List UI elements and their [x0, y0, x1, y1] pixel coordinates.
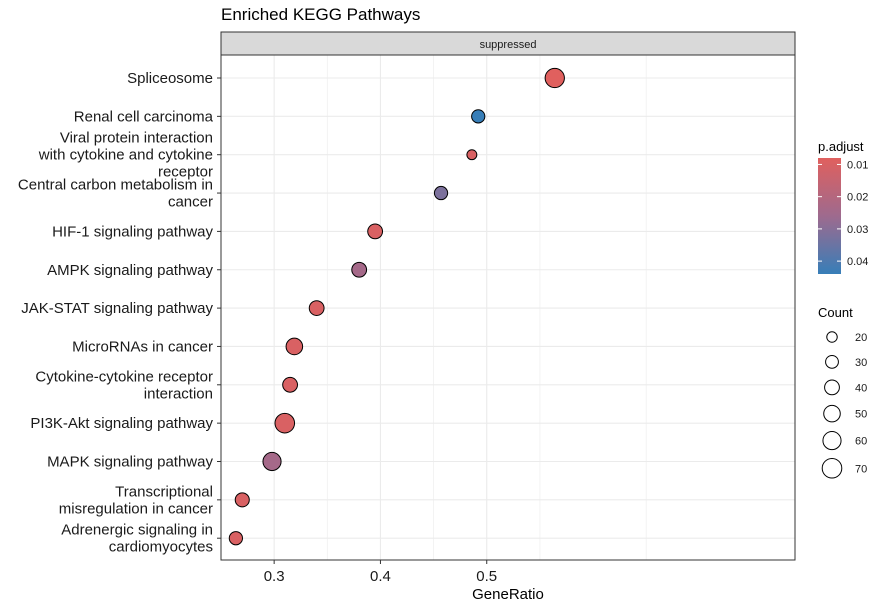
pathway-point — [274, 412, 296, 434]
pathway-point — [471, 109, 486, 124]
pathway-point — [282, 376, 298, 393]
y-tick-label: AMPK signaling pathway — [47, 262, 213, 279]
facet-strip-label: suppressed — [480, 39, 537, 51]
color-bar-label: 0.04 — [847, 256, 868, 268]
size-legend-circle — [826, 331, 838, 343]
pathway-point — [367, 223, 384, 240]
y-tick-label: PI3K-Akt signaling pathway — [30, 415, 213, 432]
y-tick-label: cancer — [168, 194, 213, 211]
pathway-point — [234, 492, 250, 508]
x-tick-label: 0.5 — [476, 568, 497, 585]
size-legend-label: 30 — [855, 357, 867, 369]
size-legend-label: 20 — [855, 332, 867, 344]
grid-lines — [221, 55, 795, 560]
size-legend-circle — [825, 354, 839, 369]
y-tick-label: MAPK signaling pathway — [47, 454, 213, 471]
x-tick-label: 0.4 — [370, 568, 391, 585]
color-bar-label: 0.03 — [847, 224, 868, 236]
color-legend-title: p.adjust — [818, 139, 864, 154]
color-bar-label: 0.01 — [847, 159, 868, 171]
size-legend-label: 50 — [855, 409, 867, 421]
y-tick-label: Renal cell carcinoma — [74, 108, 214, 125]
size-legend: Count 20 30 40 50 60 70 — [818, 305, 867, 479]
size-legend-circle — [821, 457, 843, 479]
pathway-point — [285, 337, 304, 356]
pathway-point — [308, 300, 325, 317]
y-tick-label: HIF-1 signaling pathway — [52, 223, 213, 240]
y-tick-label: Central carbon metabolism in — [18, 177, 213, 194]
y-tick-label: Transcriptional — [115, 483, 213, 500]
size-legend-title: Count — [818, 305, 853, 320]
size-legend-label: 60 — [855, 436, 867, 448]
y-tick-label: interaction — [144, 385, 213, 402]
plot-panel-border — [220, 54, 796, 561]
size-legend-label: 40 — [855, 382, 867, 394]
y-tick-label: misregulation in cancer — [59, 500, 213, 517]
pathway-point — [351, 261, 368, 278]
chart-title: Enriched KEGG Pathways — [221, 5, 420, 24]
size-legend-circle — [824, 379, 840, 396]
y-tick-label: Adrenergic signaling in — [61, 522, 213, 539]
x-tick-label: 0.3 — [264, 568, 285, 585]
size-legend-circle — [823, 404, 841, 423]
y-tick-label: JAK-STAT signaling pathway — [21, 300, 213, 317]
y-tick-label: Cytokine-cytokine receptor — [35, 368, 213, 385]
y-axis-labels: Spliceosome Renal cell carcinoma Viral pro… — [18, 70, 221, 556]
size-legend-circle — [822, 431, 842, 451]
y-tick-label: with cytokine and cytokine — [38, 147, 213, 164]
pathway-point — [262, 451, 282, 472]
pathway-point — [228, 531, 244, 546]
y-tick-label: Viral protein interaction — [60, 130, 213, 147]
y-tick-label: MicroRNAs in cancer — [72, 338, 213, 355]
x-axis: 0.3 0.4 0.5 — [264, 560, 497, 585]
size-legend-label: 70 — [855, 463, 867, 475]
y-tick-label: cardiomyocytes — [109, 539, 213, 556]
color-bar — [818, 158, 841, 274]
y-tick-label: Spliceosome — [127, 70, 213, 87]
pathway-point — [544, 67, 565, 89]
y-tick-label: receptor — [158, 164, 213, 181]
color-bar-label: 0.02 — [847, 192, 868, 204]
color-legend: p.adjust 0.01 0.02 0.03 0.04 — [818, 139, 868, 274]
pathway-point — [433, 185, 449, 201]
x-axis-title: GeneRatio — [472, 586, 544, 603]
data-points — [228, 67, 565, 546]
pathway-point — [466, 149, 478, 161]
